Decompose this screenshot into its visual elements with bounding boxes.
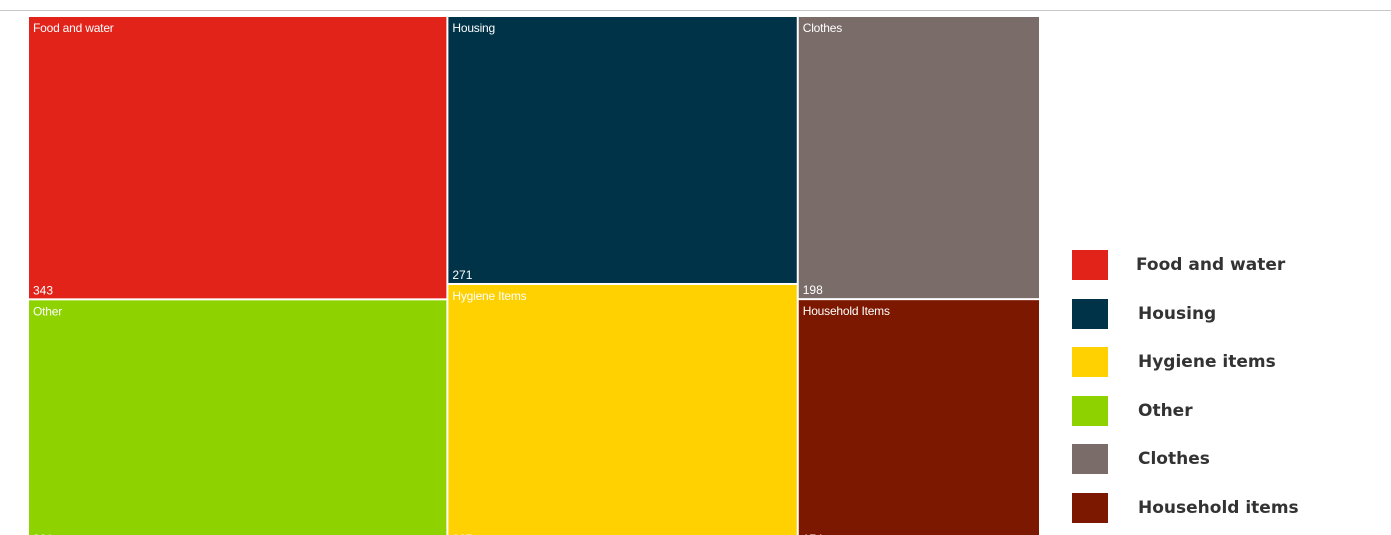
treemap-tile-household-items: Household Items 174 [798,300,1039,535]
legend-label: Household items [1138,497,1299,518]
top-divider [0,10,1391,11]
legend-label: Housing [1138,303,1217,324]
treemap-label-clothes: Clothes [803,21,842,35]
legend-item-hygiene-items: Hygiene items [1072,347,1382,377]
treemap-value-hygiene-items: 267 [452,532,472,535]
treemap-value-household-items: 174 [803,532,823,535]
treemap-tile-housing: Housing 271 [448,17,797,283]
legend-label: Other [1138,400,1193,421]
legend-label: Food and water [1136,255,1286,275]
legend-item-household-items: Household items [1072,492,1382,523]
legend-swatch [1072,250,1108,280]
treemap-rect-housing [448,17,797,283]
legend-swatch [1072,298,1108,329]
treemap-label-household-items: Household Items [803,304,890,318]
treemap-rect-food-and-water [29,17,447,299]
treemap-value-food-and-water: 343 [33,283,53,297]
treemap-rect-hygiene-items [448,284,797,535]
legend-swatch [1072,347,1108,377]
legend-swatch [1072,444,1108,474]
legend-item-other: Other [1072,395,1382,426]
legend-label: Clothes [1138,449,1210,469]
treemap-label-other: Other [33,304,62,318]
legend-item-clothes: Clothes [1072,444,1382,474]
legend-swatch [1072,492,1108,523]
treemap-tile-clothes: Clothes 198 [798,17,1039,299]
treemap-tile-hygiene-items: Hygiene Items 267 [448,284,797,535]
treemap-tile-other: Other 301 [29,300,447,535]
legend-item-housing: Housing [1072,298,1382,329]
treemap-value-housing: 271 [452,268,472,282]
legend-swatch [1072,395,1108,426]
treemap-label-hygiene-items: Hygiene Items [452,289,526,303]
treemap-label-housing: Housing [452,21,495,35]
treemap-value-other: 301 [33,532,53,535]
treemap-rect-clothes [798,17,1039,299]
treemap-label-food-and-water: Food and water [33,21,114,35]
legend-item-food-and-water: Food and water [1072,250,1382,280]
treemap-rect-household-items [798,300,1039,535]
legend-label: Hygiene items [1138,352,1276,372]
treemap-tile-food-and-water: Food and water 343 [29,17,447,299]
treemap-value-clothes: 198 [803,283,823,297]
treemap-rect-other [29,300,447,535]
